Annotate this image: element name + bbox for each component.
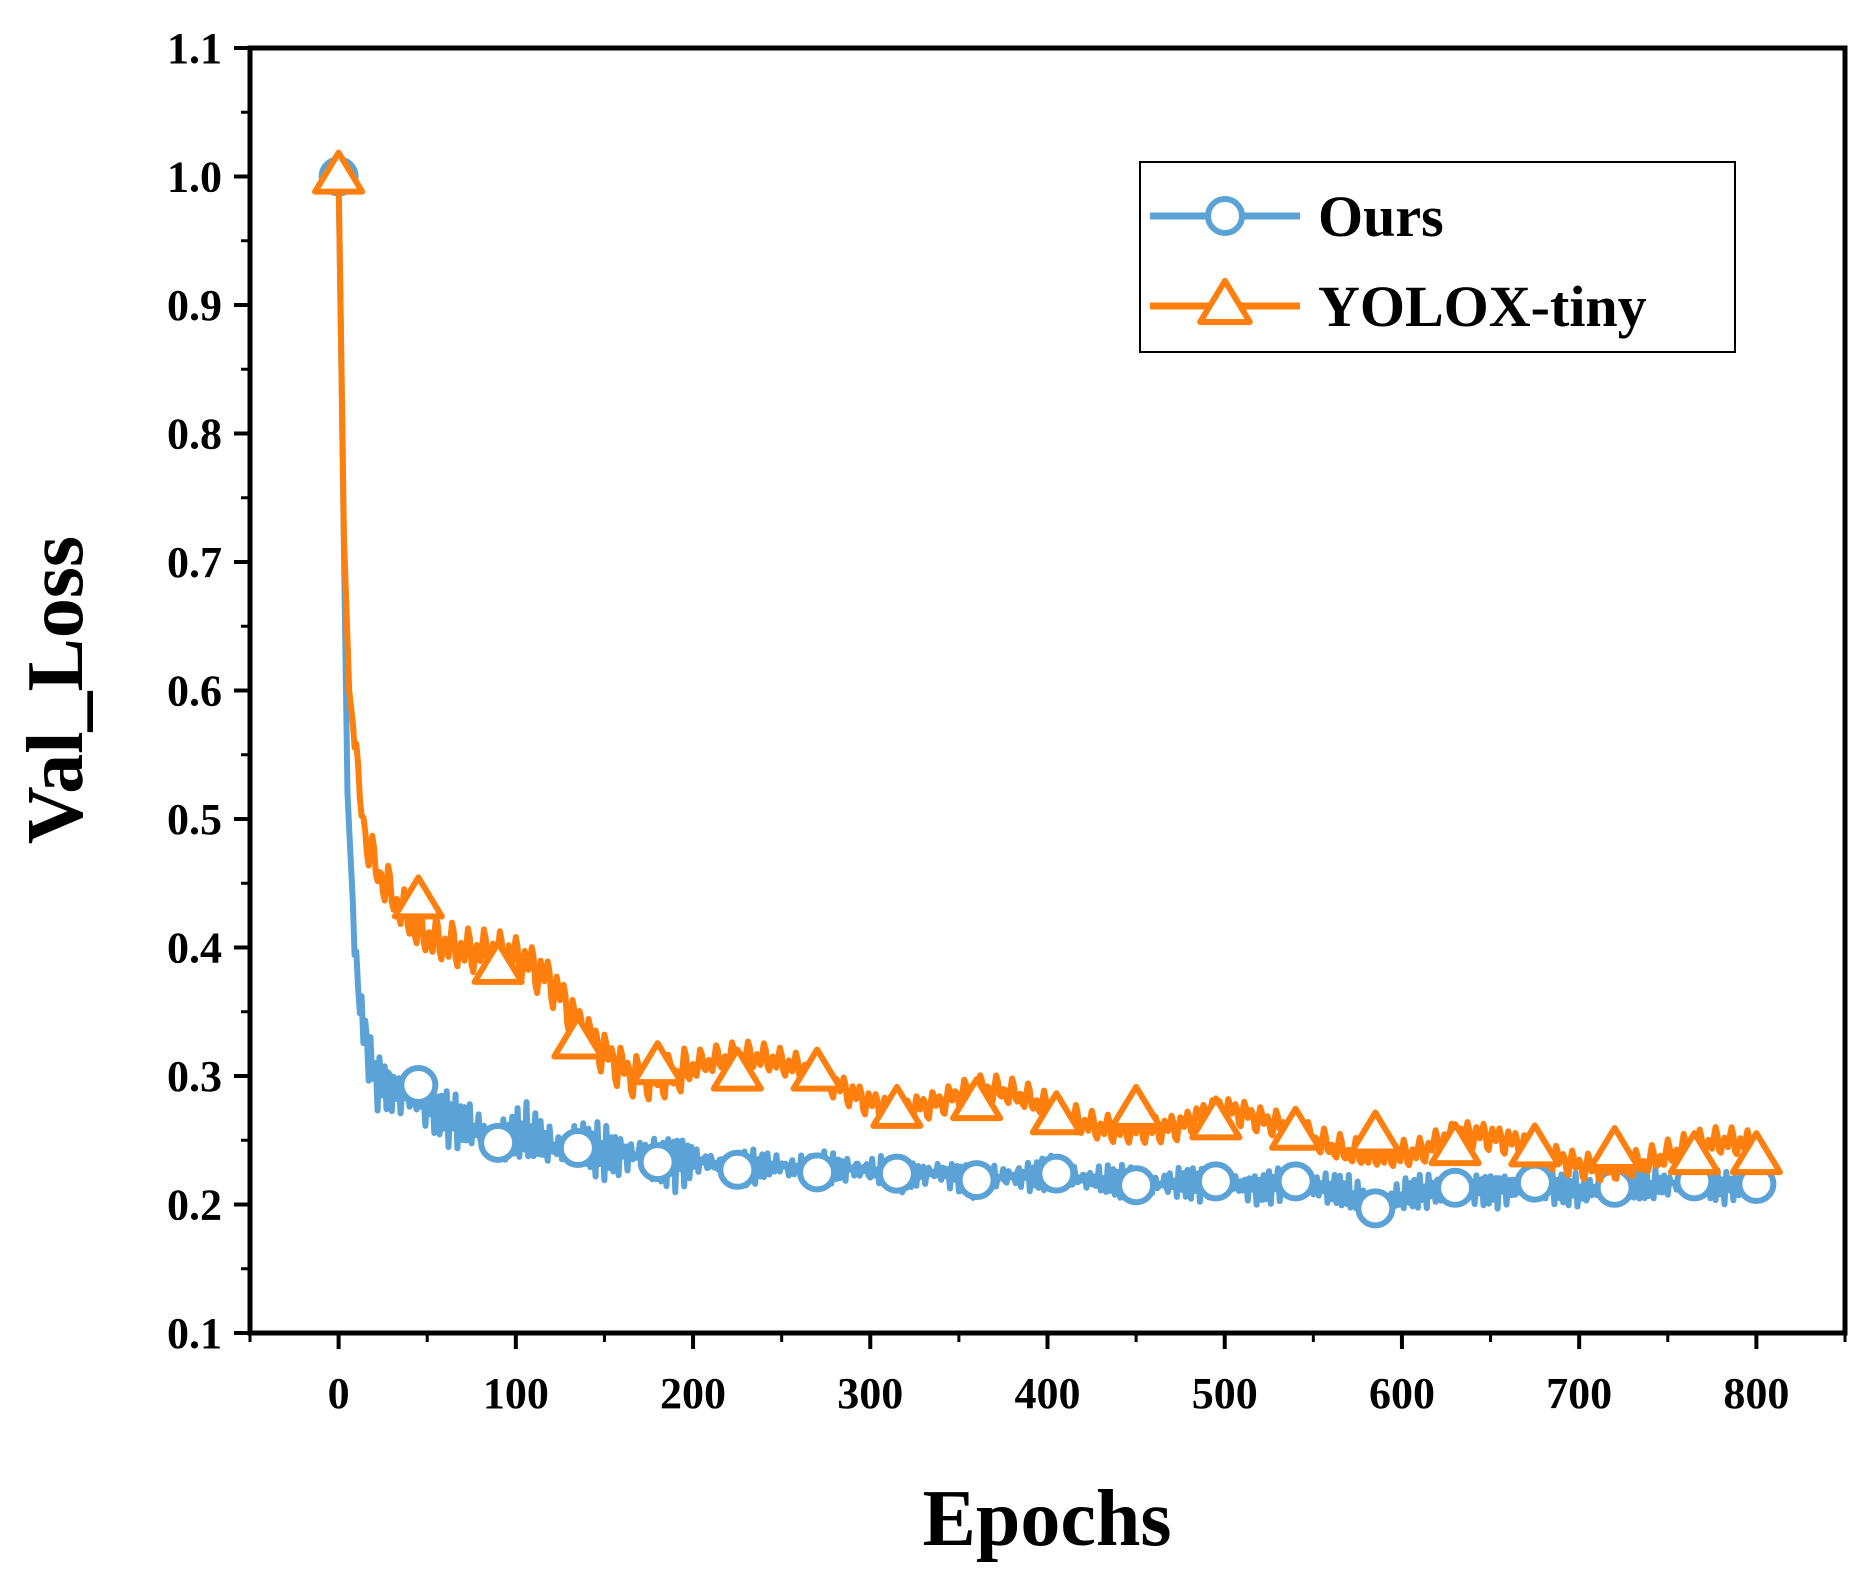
y-tick-label: 1.0 <box>167 153 222 202</box>
x-axis: 0 100 200 300 400 500 600 700 800 <box>248 1333 1847 1418</box>
x-tick-label: 800 <box>1723 1369 1789 1418</box>
y-axis: 0.1 0.2 0.3 0.4 0.5 0.6 0.7 0.8 0.9 1.0 1.1 <box>167 24 250 1358</box>
y-tick-label: 0.9 <box>167 281 222 330</box>
x-tick-label: 500 <box>1192 1369 1258 1418</box>
legend-marker-ours <box>1205 196 1245 236</box>
data-point-marker <box>1667 1130 1721 1176</box>
y-tick-label: 0.7 <box>167 538 222 587</box>
data-point-marker <box>1348 1109 1402 1155</box>
data-point-marker <box>1514 1162 1555 1203</box>
data-point-marker <box>1189 1095 1243 1141</box>
x-tick-label: 400 <box>1015 1369 1081 1418</box>
data-point-marker <box>312 149 366 195</box>
data-point-marker <box>870 1083 924 1129</box>
data-point-marker <box>1029 1090 1083 1136</box>
x-tick-label: 100 <box>483 1369 549 1418</box>
data-point-marker <box>471 939 525 985</box>
data-point-marker <box>391 874 445 920</box>
y-tick-label: 0.5 <box>167 795 222 844</box>
data-point-marker <box>478 1122 519 1163</box>
y-tick-label: 0.6 <box>167 667 222 716</box>
plot-area <box>312 149 1783 1229</box>
data-point-marker <box>1036 1153 1077 1194</box>
data-point-marker <box>398 1064 439 1105</box>
y-tick-label: 0.3 <box>167 1052 222 1101</box>
x-tick-label: 200 <box>660 1369 726 1418</box>
data-point-marker <box>1109 1083 1163 1129</box>
data-point-marker <box>797 1152 838 1193</box>
y-axis-title: Val_Loss <box>12 536 100 844</box>
x-tick-label: 0 <box>328 1369 350 1418</box>
data-point-marker <box>1355 1188 1396 1229</box>
y-tick-label: 0.1 <box>167 1309 222 1358</box>
x-tick-label: 300 <box>837 1369 903 1418</box>
y-tick-label: 0.4 <box>167 924 222 973</box>
data-point-marker <box>956 1160 997 1201</box>
data-point-marker <box>950 1076 1004 1122</box>
x-tick-label: 600 <box>1369 1369 1435 1418</box>
data-point-marker <box>1116 1165 1157 1206</box>
data-point-marker <box>631 1040 685 1086</box>
data-point-marker <box>710 1046 764 1092</box>
legend-label-yolox-tiny: YOLOX-tiny <box>1318 274 1647 339</box>
data-point-marker <box>876 1153 917 1194</box>
series-layer <box>312 149 1783 1229</box>
data-point-marker <box>557 1127 598 1168</box>
data-point-marker <box>1588 1124 1642 1170</box>
data-point-marker <box>1508 1122 1562 1168</box>
legend: Ours YOLOX-tiny <box>1139 161 1736 353</box>
legend-label-ours: Ours <box>1318 184 1444 249</box>
data-point-marker <box>1269 1105 1323 1151</box>
data-point-marker <box>551 1014 605 1060</box>
data-point-marker <box>1275 1161 1316 1202</box>
y-tick-label: 0.8 <box>167 410 222 459</box>
data-point-marker <box>717 1149 758 1190</box>
data-point-marker <box>1195 1161 1236 1202</box>
data-point-marker <box>1729 1130 1783 1176</box>
y-tick-label: 1.1 <box>167 24 222 73</box>
x-axis-title: Epochs <box>923 1475 1172 1563</box>
data-point-marker <box>1435 1167 1476 1208</box>
x-tick-label: 700 <box>1546 1369 1612 1418</box>
data-point-marker <box>790 1046 844 1092</box>
data-point-marker <box>1428 1121 1482 1167</box>
y-tick-label: 0.2 <box>167 1181 222 1230</box>
data-point-marker <box>637 1142 678 1183</box>
legend-marker-yolox-tiny <box>1197 277 1253 325</box>
